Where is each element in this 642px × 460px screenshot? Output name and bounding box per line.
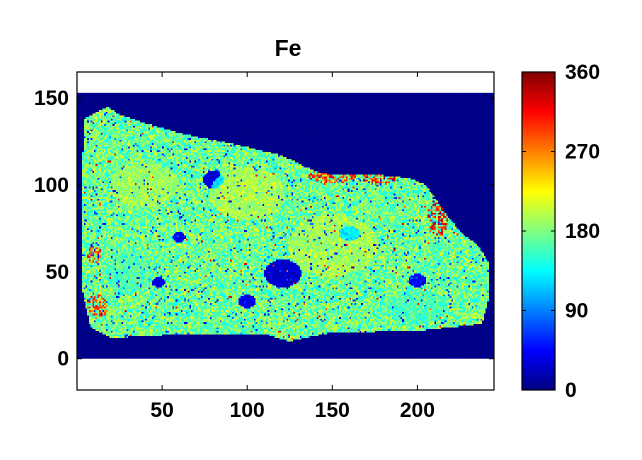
heatmap-image [77, 92, 494, 359]
colorbar-tick-label: 90 [565, 300, 588, 323]
x-tick-label: 150 [315, 399, 350, 422]
y-tick-label: 50 [46, 261, 69, 284]
y-tick-label: 100 [34, 174, 69, 197]
plot-area [76, 71, 495, 391]
colorbar-gradient [521, 71, 556, 391]
colorbar-tick-label: 0 [565, 379, 577, 402]
x-tick-label: 50 [150, 399, 173, 422]
x-axis: 50 100 150 200 [150, 72, 435, 422]
axes-frame [76, 71, 495, 391]
colorbar-tick-label: 180 [565, 220, 600, 243]
y-axis: 0 50 100 150 [34, 87, 494, 371]
chart-title: Fe [275, 35, 302, 61]
colorbar: 0 90 180 270 360 [521, 61, 600, 402]
colorbar-ticks: 0 90 180 270 360 [522, 61, 600, 402]
y-tick-label: 0 [57, 348, 69, 371]
colorbar-tick-label: 270 [565, 141, 600, 164]
colorbar-tick-label: 360 [565, 61, 600, 84]
x-tick-label: 100 [230, 399, 265, 422]
y-tick-label: 150 [34, 87, 69, 110]
x-tick-label: 200 [400, 399, 435, 422]
